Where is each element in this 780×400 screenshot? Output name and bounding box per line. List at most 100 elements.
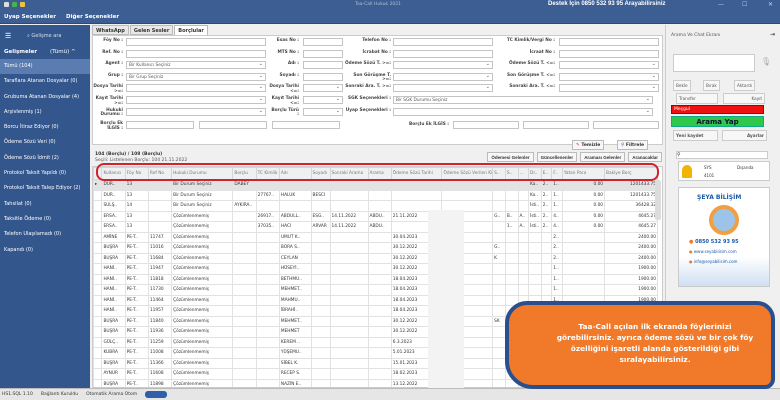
field-input[interactable]	[559, 84, 659, 93]
sidebar-item[interactable]: Taraflara Atanan Dosyalar (0)	[4, 78, 78, 85]
column-header[interactable]: TC Kimlik	[255, 167, 280, 180]
table-row[interactable]: DUR.. 13 Bir Durum Seçiniz 27767.. HALUK BESC…	[93, 189, 658, 201]
new-record-button[interactable]: Yeni kaydet	[673, 130, 718, 141]
column-header[interactable]: Ödeme Sözü Verilen Kişi	[441, 167, 494, 180]
field-input[interactable]	[393, 61, 493, 70]
sidebar-item[interactable]: Protokol Taksit Yapıldı (0)	[4, 170, 67, 177]
table-row[interactable]: HANİ.. PE-T.. 11730 Çözümlenmemiş MEHMET.. 18…	[93, 284, 658, 296]
field-input[interactable]	[559, 49, 659, 58]
field-input[interactable]	[303, 96, 343, 104]
field-input[interactable]	[303, 38, 343, 46]
call-button[interactable]: Arama Yap	[671, 116, 764, 127]
field-input[interactable]	[126, 84, 266, 93]
field-input[interactable]	[303, 72, 343, 81]
tab-incoming[interactable]: Gelen Sesler	[129, 25, 174, 35]
menu-uyap[interactable]: Uyap Seçenekler	[4, 14, 56, 20]
column-header[interactable]: Yatan Para	[561, 167, 606, 180]
column-header[interactable]: Borçlu	[232, 167, 257, 180]
column-header[interactable]: Adı	[278, 167, 312, 180]
column-header[interactable]: Sonraki Arama	[329, 167, 369, 180]
table-row[interactable]: HANİ.. PE-T.. 11464 Çözümlenmemiş MAHMU.. 18.…	[93, 294, 658, 306]
ek-input[interactable]	[593, 121, 659, 129]
field-input[interactable]: Bir Grup Seçiniz	[126, 72, 266, 81]
hold-button[interactable]: Bekle	[673, 80, 691, 91]
bell-icon[interactable]	[20, 2, 25, 7]
column-header[interactable]: Hukuki Durumu	[171, 167, 234, 180]
ek-input[interactable]	[453, 121, 519, 129]
table-row[interactable]: BUŞRA PE-T.. 11016 Çözümlenmemiş BORA S.. 30.…	[93, 242, 658, 254]
release-button[interactable]: Bırak	[703, 80, 720, 91]
agent-card[interactable]: SYS 4101 Dışarıda	[678, 161, 770, 181]
sidebar-item[interactable]: Telefon Ulaşılamadı (0)	[4, 231, 62, 238]
tab-whatsapp[interactable]: WhatsApp	[92, 25, 129, 35]
field-input[interactable]	[393, 49, 493, 58]
sidebar-item[interactable]: Borcu İtiraz Ediyor (0)	[4, 124, 59, 131]
pin-icon[interactable]: ⇥	[770, 31, 776, 38]
message-input[interactable]	[673, 54, 755, 72]
clear-button[interactable]: ✎ Temizle	[572, 140, 605, 150]
minimize-button[interactable]: —	[718, 1, 724, 8]
sidebar-item[interactable]: Kapandı (0)	[4, 246, 33, 253]
close-button[interactable]: ✕	[768, 1, 774, 8]
sidebar-item[interactable]: Tümü (104)	[0, 59, 90, 75]
tab-debtors[interactable]: Borçlular	[174, 25, 208, 35]
grid-scrollbar[interactable]	[655, 180, 661, 220]
settings-button[interactable]: Ayarlar	[722, 130, 767, 141]
field-input[interactable]: Bir SGK Durumu Seçiniz	[393, 96, 653, 104]
sidebar-item[interactable]: Ödeme Sözü Veri (0)	[4, 139, 56, 146]
column-header[interactable]: Ödeme Sözü Tarihi	[390, 167, 443, 180]
column-header[interactable]: Föy No	[124, 167, 149, 180]
column-header[interactable]: Kullanıcı	[101, 167, 126, 180]
field-input[interactable]	[559, 61, 659, 70]
field-input[interactable]: Bir Kullanıcı Seçiniz	[126, 61, 266, 70]
filter-button[interactable]: ⚲ Filtrele	[617, 140, 649, 150]
updated-button[interactable]: Güncellenenler	[536, 152, 578, 162]
field-input[interactable]	[303, 84, 343, 93]
field-input[interactable]	[393, 38, 493, 46]
column-header[interactable]: Dr..	[528, 167, 542, 180]
ek-input[interactable]	[272, 121, 340, 129]
to-call-button[interactable]: Aranacaklar	[628, 152, 662, 162]
sidebar-item[interactable]: Protokol Taksit Talep Ediyor (2)	[4, 185, 81, 192]
record-button[interactable]: Kayıt	[723, 93, 765, 104]
sidebar-item[interactable]: Grubuma Atanan Dosyalar (4)	[4, 93, 80, 100]
maximize-button[interactable]: ☐	[742, 1, 748, 8]
column-header[interactable]: S..	[492, 167, 506, 180]
field-input[interactable]	[303, 49, 343, 58]
table-row[interactable]: AMİNE PE-T.. 11747 Çözümlenmemiş UMUT K.. 30.…	[93, 231, 658, 243]
paid-button[interactable]: Ödemesi Gelenler	[487, 152, 534, 162]
microphone-icon[interactable]: 🎙	[761, 57, 772, 66]
table-row[interactable]: HANİ.. PE-T.. 11947 Çözümlenmemiş HÜSEYİ.. 30…	[93, 263, 658, 275]
auto-call-toggle[interactable]	[145, 391, 168, 398]
table-row[interactable]: HANİ.. PE-T.. 11818 Çözümlenmemiş BETHMU.. 18…	[93, 273, 658, 285]
column-header[interactable]: Arama	[367, 167, 392, 180]
column-header[interactable]: E..	[540, 167, 553, 180]
table-row[interactable]: ERSA.. 13 Çözümlenmemiş 26917.. ABDULL.. ESG.…	[93, 210, 658, 222]
sidebar-item[interactable]: Taksitle Ödeme (0)	[4, 215, 51, 222]
callers-button[interactable]: Araması Gelenler	[580, 152, 626, 162]
column-header[interactable]: Ref No	[147, 167, 173, 180]
column-header[interactable]: Bakiye Borç	[604, 167, 658, 180]
ek-input[interactable]	[523, 121, 589, 129]
save-icon[interactable]	[12, 2, 17, 7]
column-header[interactable]: Soyadı	[310, 167, 331, 180]
ek-input[interactable]	[126, 121, 194, 129]
field-input[interactable]	[559, 38, 659, 46]
field-input[interactable]	[303, 61, 343, 70]
transfer-done-button[interactable]: Aktardı	[734, 80, 755, 91]
column-header[interactable]: S..	[504, 167, 519, 180]
sidebar-item[interactable]: Ödeme Sözü İdmit (2)	[4, 154, 59, 161]
field-input[interactable]	[126, 107, 266, 116]
agent-search[interactable]: ⚲	[676, 151, 768, 159]
transfer-button[interactable]: Transfer	[676, 93, 718, 104]
field-input[interactable]	[393, 84, 493, 93]
hamburger-icon[interactable]: ☰	[5, 32, 12, 40]
sidebar-item[interactable]: Arşivlenmiş (1)	[4, 108, 42, 115]
column-header[interactable]: ...	[517, 167, 530, 180]
menu-other[interactable]: Diğer Seçenekler	[66, 14, 120, 20]
sidebar-filter[interactable]: (Tümü) ^	[50, 49, 76, 55]
table-row[interactable]: ▸ DUR.. 13 Bir Durum Seçiniz DABEY Ka.. 2.. 1..…	[93, 179, 658, 191]
busy-status[interactable]: Meşgul	[671, 105, 764, 114]
table-row[interactable]: ERSA.. 13 Çözümlenmemiş 37035.. HACI ARVAR 14.…	[93, 221, 658, 233]
field-input[interactable]	[126, 49, 266, 58]
